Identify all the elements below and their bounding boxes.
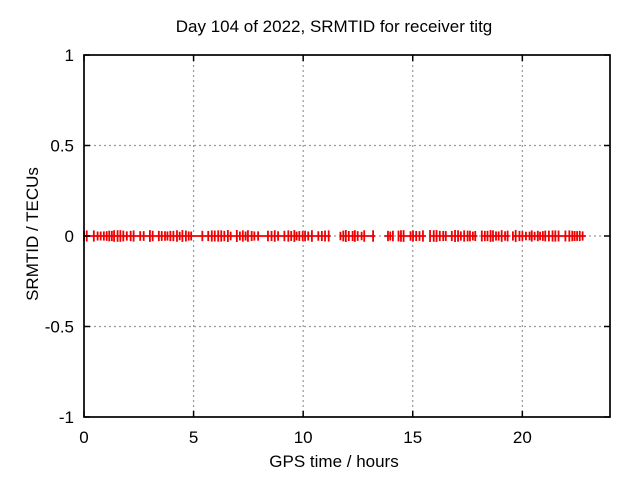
x-tick-label: 10 [294, 428, 313, 447]
plot-border-rect [83, 54, 611, 418]
y-tick-label: 0 [65, 227, 74, 246]
tick-labels: 0 5 10 15 20 -1 -0.5 0 0.5 1 [45, 46, 532, 447]
y-tick-label: 1 [65, 46, 74, 65]
y-tick-label: -1 [59, 408, 74, 427]
x-tick-label: 5 [189, 428, 198, 447]
plot-border [83, 54, 611, 418]
data-series [83, 230, 586, 242]
x-tick-label: 15 [403, 428, 422, 447]
chart-title: Day 104 of 2022, SRMTID for receiver tit… [175, 17, 493, 36]
x-axis-label: GPS time / hours [269, 452, 399, 471]
x-tick-label: 20 [513, 428, 532, 447]
y-tick-label: -0.5 [45, 318, 74, 337]
y-tick-label: 0.5 [50, 137, 74, 156]
x-tick-label: 0 [79, 428, 88, 447]
